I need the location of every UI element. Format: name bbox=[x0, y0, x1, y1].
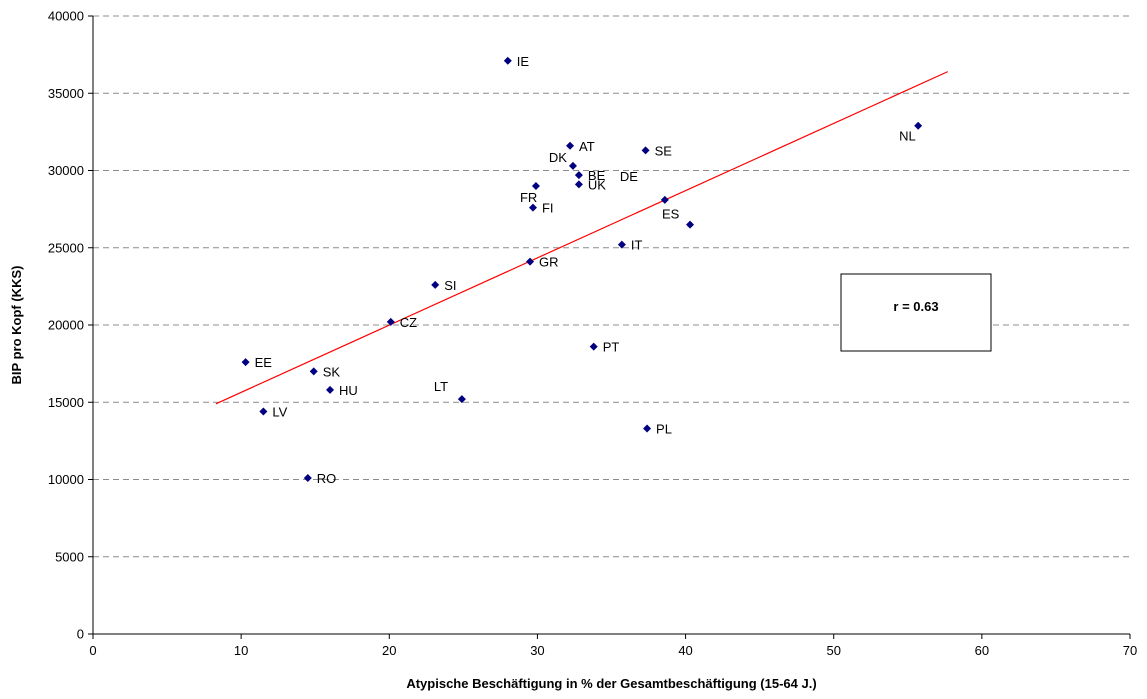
data-point-uk bbox=[574, 180, 583, 189]
x-tick-label: 10 bbox=[234, 643, 248, 658]
y-tick-label: 15000 bbox=[48, 395, 84, 410]
point-label-dk: DK bbox=[549, 150, 567, 165]
point-label-ro: RO bbox=[317, 471, 337, 486]
point-label-si: SI bbox=[444, 278, 456, 293]
point-label-fi: FI bbox=[542, 201, 554, 216]
point-label-ee: EE bbox=[255, 355, 273, 370]
data-point-es bbox=[686, 220, 695, 229]
point-label-lv: LV bbox=[272, 405, 287, 420]
data-point-ro bbox=[303, 473, 312, 482]
annotation-box bbox=[840, 273, 992, 352]
data-point-pl bbox=[643, 424, 652, 433]
y-tick-label: 35000 bbox=[48, 86, 84, 101]
y-axis-title: BIP pro Kopf (KKS) bbox=[9, 266, 24, 385]
point-label-nl: NL bbox=[899, 129, 916, 144]
data-point-si bbox=[431, 280, 440, 289]
point-label-pl: PL bbox=[656, 422, 672, 437]
data-point-se bbox=[641, 146, 650, 155]
tick-labels: 0 5000 10000 15000 20000 25000 30000 35000 40000… bbox=[48, 9, 1137, 659]
trendline bbox=[215, 71, 949, 405]
point-label-gr: GR bbox=[539, 255, 559, 270]
point-label-lt: LT bbox=[434, 379, 448, 394]
y-tick-label: 30000 bbox=[48, 163, 84, 178]
data-point-sk bbox=[309, 367, 318, 376]
axes bbox=[88, 15, 1131, 639]
x-tick-label: 50 bbox=[826, 643, 840, 658]
x-tick-label: 70 bbox=[1123, 643, 1137, 658]
x-tick-label: 40 bbox=[678, 643, 692, 658]
data-point-fi bbox=[528, 203, 537, 212]
x-tick-label: 20 bbox=[382, 643, 396, 658]
data-point-de bbox=[660, 195, 669, 204]
x-tick-label: 60 bbox=[975, 643, 989, 658]
data-point-lv bbox=[259, 407, 268, 416]
x-tick-label: 0 bbox=[89, 643, 96, 658]
y-tick-label: 0 bbox=[77, 627, 84, 642]
point-label-ie: IE bbox=[517, 54, 530, 69]
point-label-de: DE bbox=[620, 169, 638, 184]
data-point-ee bbox=[241, 358, 250, 367]
data-point-dk bbox=[568, 161, 577, 170]
y-tick-label: 40000 bbox=[48, 9, 84, 24]
y-tick-label: 20000 bbox=[48, 318, 84, 333]
point-label-es: ES bbox=[662, 207, 680, 222]
y-tick-label: 10000 bbox=[48, 472, 84, 487]
annotation-text: r = 0.63 bbox=[893, 299, 938, 314]
data-point-gr bbox=[526, 257, 535, 266]
data-points bbox=[241, 56, 923, 482]
data-point-pt bbox=[589, 342, 598, 351]
point-label-pt: PT bbox=[603, 340, 620, 355]
data-point-ie bbox=[503, 56, 512, 65]
point-label-be: BE bbox=[588, 168, 606, 183]
data-point-cz bbox=[386, 317, 395, 326]
data-point-be bbox=[574, 171, 583, 180]
point-label-sk: SK bbox=[323, 364, 341, 379]
data-point-nl bbox=[914, 121, 923, 130]
x-tick-label: 30 bbox=[530, 643, 544, 658]
point-label-uk: UK bbox=[588, 177, 606, 192]
point-label-hu: HU bbox=[339, 383, 358, 398]
data-point-hu bbox=[326, 385, 335, 394]
trendline-group bbox=[215, 71, 949, 405]
point-label-fr: FR bbox=[520, 190, 537, 205]
y-tick-label: 25000 bbox=[48, 240, 84, 255]
correlation-annotation: r = 0.63 bbox=[840, 273, 992, 352]
point-label-se: SE bbox=[655, 143, 673, 158]
data-point-at bbox=[566, 141, 575, 150]
data-point-lt bbox=[457, 395, 466, 404]
data-point-fr bbox=[531, 181, 540, 190]
y-tick-label: 5000 bbox=[55, 549, 84, 564]
point-label-cz: CZ bbox=[400, 315, 417, 330]
x-axis-title: Atypische Beschäftigung in % der Gesamtb… bbox=[406, 676, 816, 691]
point-label-it: IT bbox=[631, 238, 643, 253]
point-label-at: AT bbox=[579, 139, 595, 154]
data-point-it bbox=[617, 240, 626, 249]
